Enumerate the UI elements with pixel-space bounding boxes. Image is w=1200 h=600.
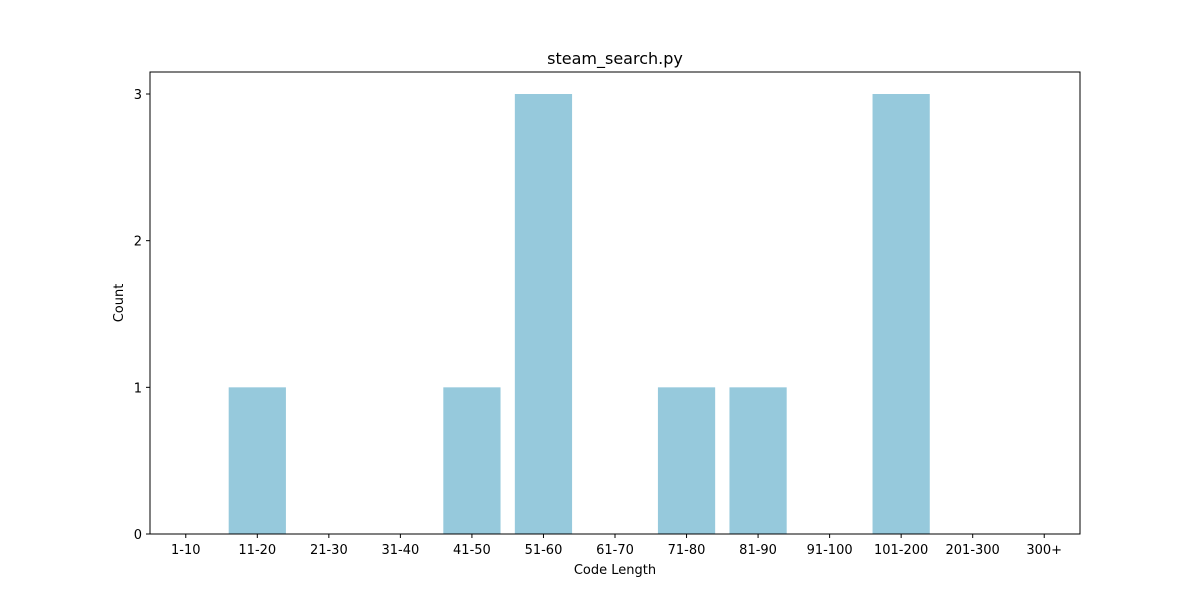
chart-title: steam_search.py xyxy=(547,49,683,69)
bar-81-90 xyxy=(729,387,787,534)
x-tick-label: 91-100 xyxy=(807,543,853,558)
x-tick-label: 11-20 xyxy=(238,543,276,558)
x-tick-label: 31-40 xyxy=(381,543,419,558)
y-axis-ticks: 0 1 2 3 xyxy=(134,88,150,543)
x-tick-label: 71-80 xyxy=(668,543,706,558)
bar-41-50 xyxy=(443,387,501,534)
x-tick-label: 300+ xyxy=(1026,543,1062,558)
x-tick-label: 101-200 xyxy=(874,543,928,558)
x-tick-label: 81-90 xyxy=(739,543,777,558)
x-tick-label: 51-60 xyxy=(525,543,563,558)
x-tick-label: 61-70 xyxy=(596,543,634,558)
y-tick-label: 0 xyxy=(134,528,142,543)
bar-11-20 xyxy=(228,387,286,534)
y-tick-label: 1 xyxy=(134,381,142,396)
bars xyxy=(228,94,930,534)
plot-frame xyxy=(149,71,1081,535)
bar-71-80 xyxy=(657,387,716,534)
bar-101-200 xyxy=(872,94,930,534)
x-tick-label: 201-300 xyxy=(946,543,1000,558)
y-tick-label: 3 xyxy=(134,88,142,103)
bar-51-60 xyxy=(514,94,573,534)
y-tick-label: 2 xyxy=(134,235,142,250)
x-tick-label: 1-10 xyxy=(171,543,201,558)
x-tick-label: 21-30 xyxy=(310,543,348,558)
x-axis-label: Code Length xyxy=(574,563,656,578)
x-tick-label: 41-50 xyxy=(453,543,491,558)
y-axis-label: Count xyxy=(112,284,127,323)
x-axis-ticks: 1-10 11-20 21-30 31-40 41-50 51-60 61-70 71-80 8… xyxy=(171,534,1062,558)
